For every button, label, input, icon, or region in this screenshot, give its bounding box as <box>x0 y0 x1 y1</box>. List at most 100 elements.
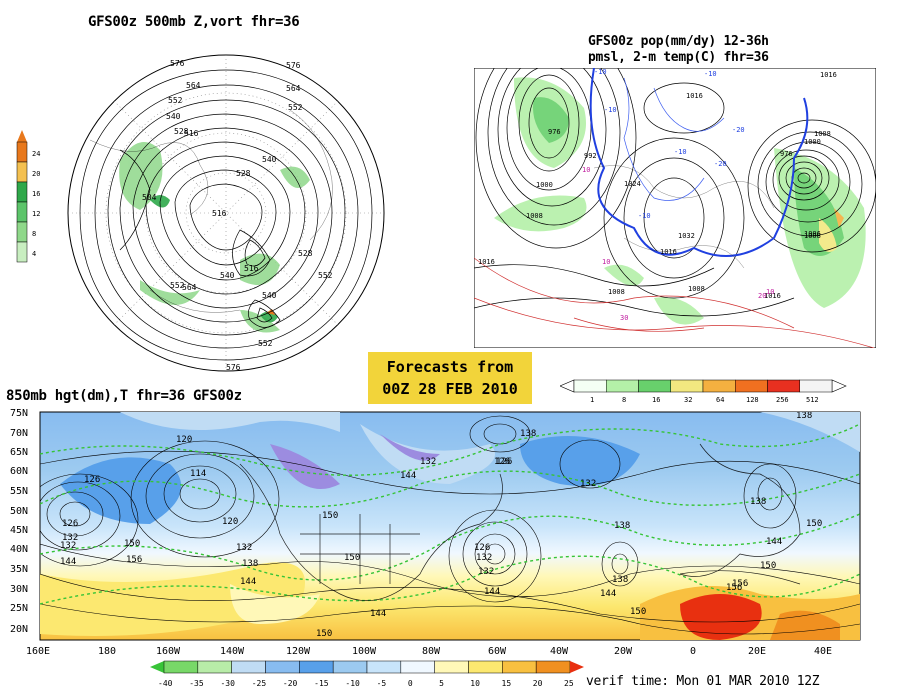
label-500-l: 564 <box>286 84 301 93</box>
pmsl-label-i: 1008 <box>608 288 625 296</box>
temp-colorbar-label: -5 <box>377 679 387 688</box>
temp-colorbar-swatch <box>502 660 537 674</box>
h850-t: 138 <box>614 521 630 531</box>
vort-colorbar-swatch <box>16 241 28 263</box>
pmsl-label-r: 1006 <box>804 230 821 238</box>
isotherms-850 <box>40 423 860 605</box>
contour-labels-500: 576 564 552 540 528 516 504 516 528 540 … <box>142 59 333 372</box>
lat-25n: 25N <box>10 603 28 614</box>
lon-180: 180 <box>98 646 116 657</box>
lon-60w: 60W <box>488 646 507 657</box>
h850-g: 132 <box>236 543 252 553</box>
vort-colorbar-arrow <box>17 130 27 142</box>
lon-100w: 100W <box>352 646 377 657</box>
label-500-r: 552 <box>170 281 185 290</box>
pop-label-512: 512 <box>806 396 819 404</box>
lon-140w: 140W <box>220 646 245 657</box>
vort-label-12: 12 <box>32 210 40 218</box>
pop-colorbar-swatch <box>573 379 607 393</box>
h850-ag: 156 <box>726 583 742 593</box>
label-500-s: 540 <box>262 291 277 300</box>
verif-time: verif time: Mon 01 MAR 2010 12Z <box>586 674 820 689</box>
h850-m: 144 <box>240 577 256 587</box>
temp-colorbar-swatch <box>197 660 232 674</box>
lon-80w: 80W <box>422 646 441 657</box>
temp-colorbar-label: 20 <box>533 679 543 688</box>
lat-65n: 65N <box>10 447 28 458</box>
pmsl-label-d: 1000 <box>536 181 553 189</box>
forecast-banner: Forecasts from 00Z 28 FEB 2010 <box>368 352 532 404</box>
lat-20n: 20N <box>10 624 28 635</box>
pmsl-label-m: 1000 <box>804 138 821 146</box>
lat-labels: 75N 70N 65N 60N 55N 50N 45N 40N 35N 30N … <box>10 408 28 635</box>
lat-40n: 40N <box>10 544 28 555</box>
map-850mb: 120 126 114 126 132 120 132 138 144 150 … <box>10 408 861 657</box>
temp-colorbar-swatch <box>434 660 469 674</box>
map-pmsl: 1016 992 976 1000 1008 1024 1032 1016 10… <box>474 68 876 348</box>
pmsl-label-q: 1008 <box>804 232 821 240</box>
lon-40e: 40E <box>814 646 832 657</box>
temp-colorbar-swatch <box>163 660 199 674</box>
bottom-title: 850mb hgt(dm),T fhr=36 GFS00z <box>6 388 242 404</box>
t2m-label-g: 20 <box>758 292 766 300</box>
h850-s: 132 <box>580 479 596 489</box>
vort-colorbar-swatch <box>16 161 28 183</box>
temp-colorbar-label: -10 <box>345 679 360 688</box>
lat-60n: 60N <box>10 466 28 477</box>
h850-af: 150 <box>630 607 646 617</box>
temp-colorbar-label: 25 <box>564 679 574 688</box>
polar-contours <box>68 55 384 371</box>
label-500-m: 576 <box>286 61 301 70</box>
label-500-c: 552 <box>168 96 183 105</box>
label-500-k: 552 <box>288 103 303 112</box>
temp-colorbar-label: -35 <box>189 679 204 688</box>
h850-l: 132 <box>60 541 76 551</box>
h850-ah: 144 <box>370 609 386 619</box>
temp-colorbar-right-arrow <box>570 661 584 673</box>
pmsl-label-f: 1024 <box>624 180 641 188</box>
vort-label-4: 4 <box>32 250 36 258</box>
label-500-n: 552 <box>318 271 333 280</box>
temp-colorbar-label: -15 <box>314 679 329 688</box>
height-contours-850 <box>40 415 860 635</box>
pmsl-label-h: 1016 <box>478 258 495 266</box>
t2m-label-b: -20 <box>714 160 727 168</box>
h850-i: 144 <box>60 557 76 567</box>
h850-al: 138 <box>796 411 812 421</box>
h850-f: 120 <box>222 517 238 527</box>
coastlines-850 <box>239 443 801 601</box>
h850-ae: 150 <box>760 561 776 571</box>
temp-colorbar-label: 5 <box>439 679 444 688</box>
h850-c: 114 <box>190 469 206 479</box>
pmsl-label-b: 992 <box>584 152 597 160</box>
pmsl-label-o: 976 <box>780 150 793 158</box>
lat-35n: 35N <box>10 564 28 575</box>
banner-line2: 00Z 28 FEB 2010 <box>382 380 518 398</box>
pmsl-label-c: 976 <box>548 128 561 136</box>
vort-colorbar: 24 20 16 12 8 4 <box>16 130 40 263</box>
t2m-label-j: 30 <box>620 314 628 322</box>
vort-colorbar-swatch <box>16 201 28 223</box>
pmsl-label-k: 1008 <box>688 285 705 293</box>
pop-label-32: 32 <box>684 396 692 404</box>
h850-ak: 150 <box>806 519 822 529</box>
pop-label-128: 128 <box>746 396 759 404</box>
label-500-u: 552 <box>258 339 273 348</box>
lon-0: 0 <box>690 646 696 657</box>
lon-40w: 40W <box>550 646 569 657</box>
h850-k: 156 <box>126 555 142 565</box>
temp-colorbar-label: -20 <box>283 679 298 688</box>
pop-colorbar-swatch <box>702 379 736 393</box>
label-500-q: 528 <box>298 249 313 258</box>
temp-colorbar-swatch <box>265 660 300 674</box>
label-500-b: 564 <box>186 81 201 90</box>
h850-y: 138 <box>612 575 628 585</box>
lon-20e: 20E <box>748 646 766 657</box>
label-500-p: 516 <box>244 264 259 273</box>
temp-colorbar-label: 15 <box>502 679 512 688</box>
temp-colorbar-swatch <box>366 660 402 674</box>
h850-d: 126 <box>62 519 78 529</box>
pmsl-label-e: 1008 <box>526 212 543 220</box>
lon-160e: 160E <box>26 646 50 657</box>
h850-e: 132 <box>62 533 78 543</box>
